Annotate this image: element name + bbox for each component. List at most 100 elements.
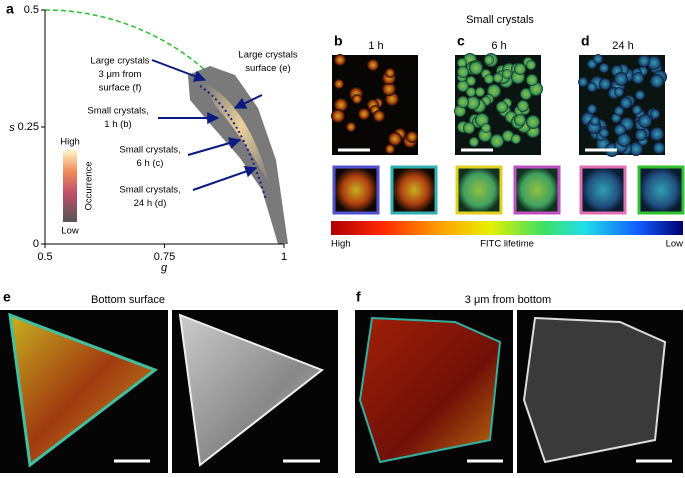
crystal (511, 134, 521, 144)
crystal (599, 78, 611, 90)
crystal (638, 55, 650, 67)
lifetime-colorbar (331, 221, 683, 235)
crystal (457, 80, 469, 92)
x-tick-label: 0.5 (37, 251, 52, 263)
crystal (578, 77, 588, 87)
crystal (457, 96, 469, 108)
crystal (346, 122, 356, 132)
inset (637, 165, 685, 215)
inset (390, 165, 438, 215)
crystal (457, 58, 467, 68)
x-axis-label: g (161, 262, 168, 274)
crystal (650, 127, 664, 141)
lifetime-low: Low (666, 239, 684, 250)
crystal (475, 87, 485, 97)
crystal (358, 108, 370, 120)
crystal (406, 131, 418, 143)
crystal (526, 74, 538, 86)
crystal (617, 133, 631, 147)
crystal (599, 63, 609, 73)
inset (513, 165, 561, 215)
crystal (484, 55, 494, 65)
crystal (484, 74, 494, 84)
crystal (587, 82, 597, 92)
time-label: 6 h (491, 40, 506, 52)
crystal (635, 90, 645, 100)
crystal (520, 88, 532, 100)
crystal (334, 54, 346, 66)
crystal (469, 61, 483, 75)
crystal (632, 105, 642, 115)
crystal (517, 100, 529, 112)
crystal (526, 60, 536, 70)
annotation: Large crystals (238, 50, 297, 61)
annotation: surface (e) (245, 63, 290, 74)
crystal (514, 114, 526, 126)
phasor-cloud (188, 66, 288, 244)
crystal (599, 128, 609, 138)
occurrence-colorbar (63, 150, 77, 222)
panel-title: Bottom surface (91, 294, 165, 306)
inset (455, 165, 503, 215)
crystal (593, 54, 603, 64)
annotation: Large crystals (90, 56, 149, 67)
annotation: 3 μm from (99, 69, 142, 80)
crystal (614, 72, 628, 86)
panel-label: d (581, 33, 590, 49)
crystal (493, 73, 503, 83)
crystal (629, 142, 643, 156)
crystal (590, 116, 600, 126)
crystal (457, 66, 469, 78)
crystal (514, 63, 526, 75)
crystal (388, 132, 402, 146)
time-label: 24 h (612, 40, 633, 52)
crystal (466, 96, 480, 110)
crystal (385, 144, 395, 154)
arrow (187, 137, 242, 156)
colorbar-low: Low (61, 226, 79, 237)
inset (579, 165, 627, 215)
crystal (8, 312, 159, 468)
crystal (635, 129, 647, 141)
crystal (331, 109, 345, 123)
y-axis-label: s (9, 122, 15, 134)
crystal (385, 68, 395, 78)
colorbar-title: Occurrence (84, 161, 95, 210)
crystal (373, 110, 385, 122)
y-tick-label: 0 (33, 238, 39, 250)
crystal (334, 98, 348, 112)
trajectory (199, 85, 267, 201)
annotation: Small crystals, (119, 185, 180, 196)
crystal (650, 109, 660, 119)
crystal (496, 101, 508, 113)
crystal (178, 313, 325, 467)
lifetime-high: High (331, 239, 351, 250)
crystal (526, 115, 540, 129)
crystal (650, 74, 664, 88)
inset (332, 165, 380, 215)
crystal (614, 87, 624, 97)
crystal (647, 56, 661, 70)
annotation: surface (f) (99, 83, 142, 94)
annotation: 1 h (b) (104, 119, 131, 130)
panel-label: e (3, 289, 11, 305)
crystal (367, 59, 379, 71)
panel-label: b (334, 33, 343, 49)
crystal (382, 82, 396, 96)
crystal (614, 124, 626, 136)
time-label: 1 h (368, 40, 383, 52)
crystal (653, 142, 665, 154)
arrow (192, 165, 258, 191)
x-tick-label: 0.75 (154, 251, 175, 263)
panel-title: 3 μm from bottom (465, 294, 551, 306)
crystal (620, 97, 632, 109)
y-tick-label: 0.25 (18, 121, 39, 133)
crystal (638, 114, 652, 128)
crystal (334, 79, 344, 89)
crystal (587, 104, 597, 114)
crystal (481, 123, 491, 133)
panel-label: a (6, 1, 14, 17)
arrow (151, 59, 207, 82)
annotation: Small crystals, (87, 106, 148, 117)
